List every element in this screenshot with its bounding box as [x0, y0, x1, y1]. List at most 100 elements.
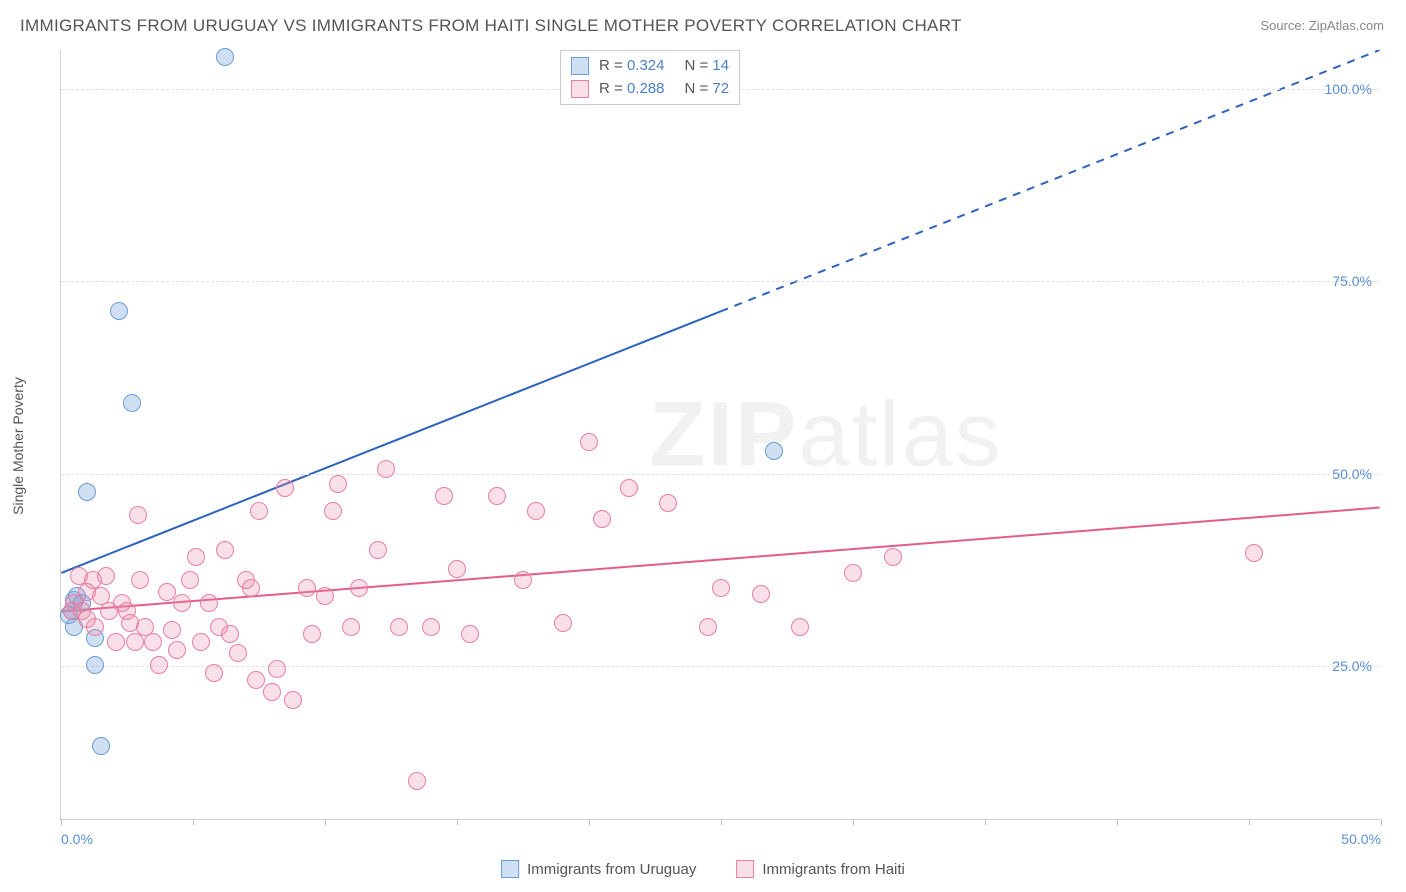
xtick — [853, 819, 854, 825]
data-point — [316, 587, 334, 605]
data-point — [200, 594, 218, 612]
data-point — [92, 737, 110, 755]
data-point — [593, 510, 611, 528]
xtick — [193, 819, 194, 825]
data-point — [110, 302, 128, 320]
data-point — [377, 460, 395, 478]
data-point — [263, 683, 281, 701]
xtick — [457, 819, 458, 825]
data-point — [187, 548, 205, 566]
legend-item: Immigrants from Uruguay — [501, 860, 696, 878]
xtick — [985, 819, 986, 825]
data-point — [150, 656, 168, 674]
data-point — [181, 571, 199, 589]
xtick — [1117, 819, 1118, 825]
r-label: R = 0.324 — [599, 55, 664, 78]
stats-legend: R = 0.324 N = 14 R = 0.288 N = 72 — [560, 50, 740, 105]
data-point — [173, 594, 191, 612]
data-point — [659, 494, 677, 512]
data-point — [216, 541, 234, 559]
xtick-label: 0.0% — [61, 831, 93, 847]
data-point — [712, 579, 730, 597]
data-point — [192, 633, 210, 651]
trend-lines — [61, 50, 1380, 819]
data-point — [284, 691, 302, 709]
data-point — [844, 564, 862, 582]
source-label: Source: ZipAtlas.com — [1260, 18, 1384, 33]
xtick — [1381, 819, 1382, 825]
data-point — [78, 483, 96, 501]
xtick — [61, 819, 62, 825]
data-point — [158, 583, 176, 601]
data-point — [86, 618, 104, 636]
swatch-icon — [736, 860, 754, 878]
data-point — [324, 502, 342, 520]
data-point — [123, 394, 141, 412]
xtick — [721, 819, 722, 825]
legend-label: Immigrants from Haiti — [762, 861, 905, 878]
data-point — [144, 633, 162, 651]
data-point — [250, 502, 268, 520]
data-point — [884, 548, 902, 566]
gridline — [61, 474, 1380, 475]
xtick-label: 50.0% — [1341, 831, 1381, 847]
stats-row: R = 0.288 N = 72 — [571, 78, 729, 101]
data-point — [329, 475, 347, 493]
data-point — [276, 479, 294, 497]
data-point — [97, 567, 115, 585]
data-point — [229, 644, 247, 662]
data-point — [408, 772, 426, 790]
legend-label: Immigrants from Uruguay — [527, 861, 696, 878]
y-axis-label: Single Mother Poverty — [10, 377, 26, 515]
data-point — [247, 671, 265, 689]
swatch-icon — [501, 860, 519, 878]
data-point — [488, 487, 506, 505]
swatch-icon — [571, 57, 589, 75]
data-point — [369, 541, 387, 559]
stats-row: R = 0.324 N = 14 — [571, 55, 729, 78]
chart-title: IMMIGRANTS FROM URUGUAY VS IMMIGRANTS FR… — [20, 16, 962, 36]
legend-item: Immigrants from Haiti — [736, 860, 905, 878]
data-point — [390, 618, 408, 636]
gridline — [61, 666, 1380, 667]
data-point — [168, 641, 186, 659]
data-point — [107, 633, 125, 651]
data-point — [163, 621, 181, 639]
bottom-legend: Immigrants from Uruguay Immigrants from H… — [501, 860, 905, 878]
data-point — [580, 433, 598, 451]
data-point — [765, 442, 783, 460]
data-point — [435, 487, 453, 505]
data-point — [422, 618, 440, 636]
data-point — [221, 625, 239, 643]
data-point — [620, 479, 638, 497]
ytick-label: 50.0% — [1332, 466, 1372, 482]
data-point — [527, 502, 545, 520]
data-point — [268, 660, 286, 678]
data-point — [131, 571, 149, 589]
data-point — [303, 625, 321, 643]
data-point — [448, 560, 466, 578]
plot-area: ZIPatlas 25.0%50.0%75.0%100.0%0.0%50.0% — [60, 50, 1380, 820]
xtick — [325, 819, 326, 825]
data-point — [350, 579, 368, 597]
gridline — [61, 281, 1380, 282]
n-label: N = 72 — [684, 78, 729, 101]
r-label: R = 0.288 — [599, 78, 664, 101]
data-point — [699, 618, 717, 636]
xtick — [1249, 819, 1250, 825]
data-point — [298, 579, 316, 597]
xtick — [589, 819, 590, 825]
data-point — [126, 633, 144, 651]
data-point — [242, 579, 260, 597]
swatch-icon — [571, 80, 589, 98]
data-point — [216, 48, 234, 66]
n-label: N = 14 — [684, 55, 729, 78]
data-point — [342, 618, 360, 636]
ytick-label: 75.0% — [1332, 273, 1372, 289]
data-point — [129, 506, 147, 524]
data-point — [554, 614, 572, 632]
data-point — [1245, 544, 1263, 562]
ytick-label: 100.0% — [1325, 81, 1372, 97]
data-point — [791, 618, 809, 636]
data-point — [461, 625, 479, 643]
